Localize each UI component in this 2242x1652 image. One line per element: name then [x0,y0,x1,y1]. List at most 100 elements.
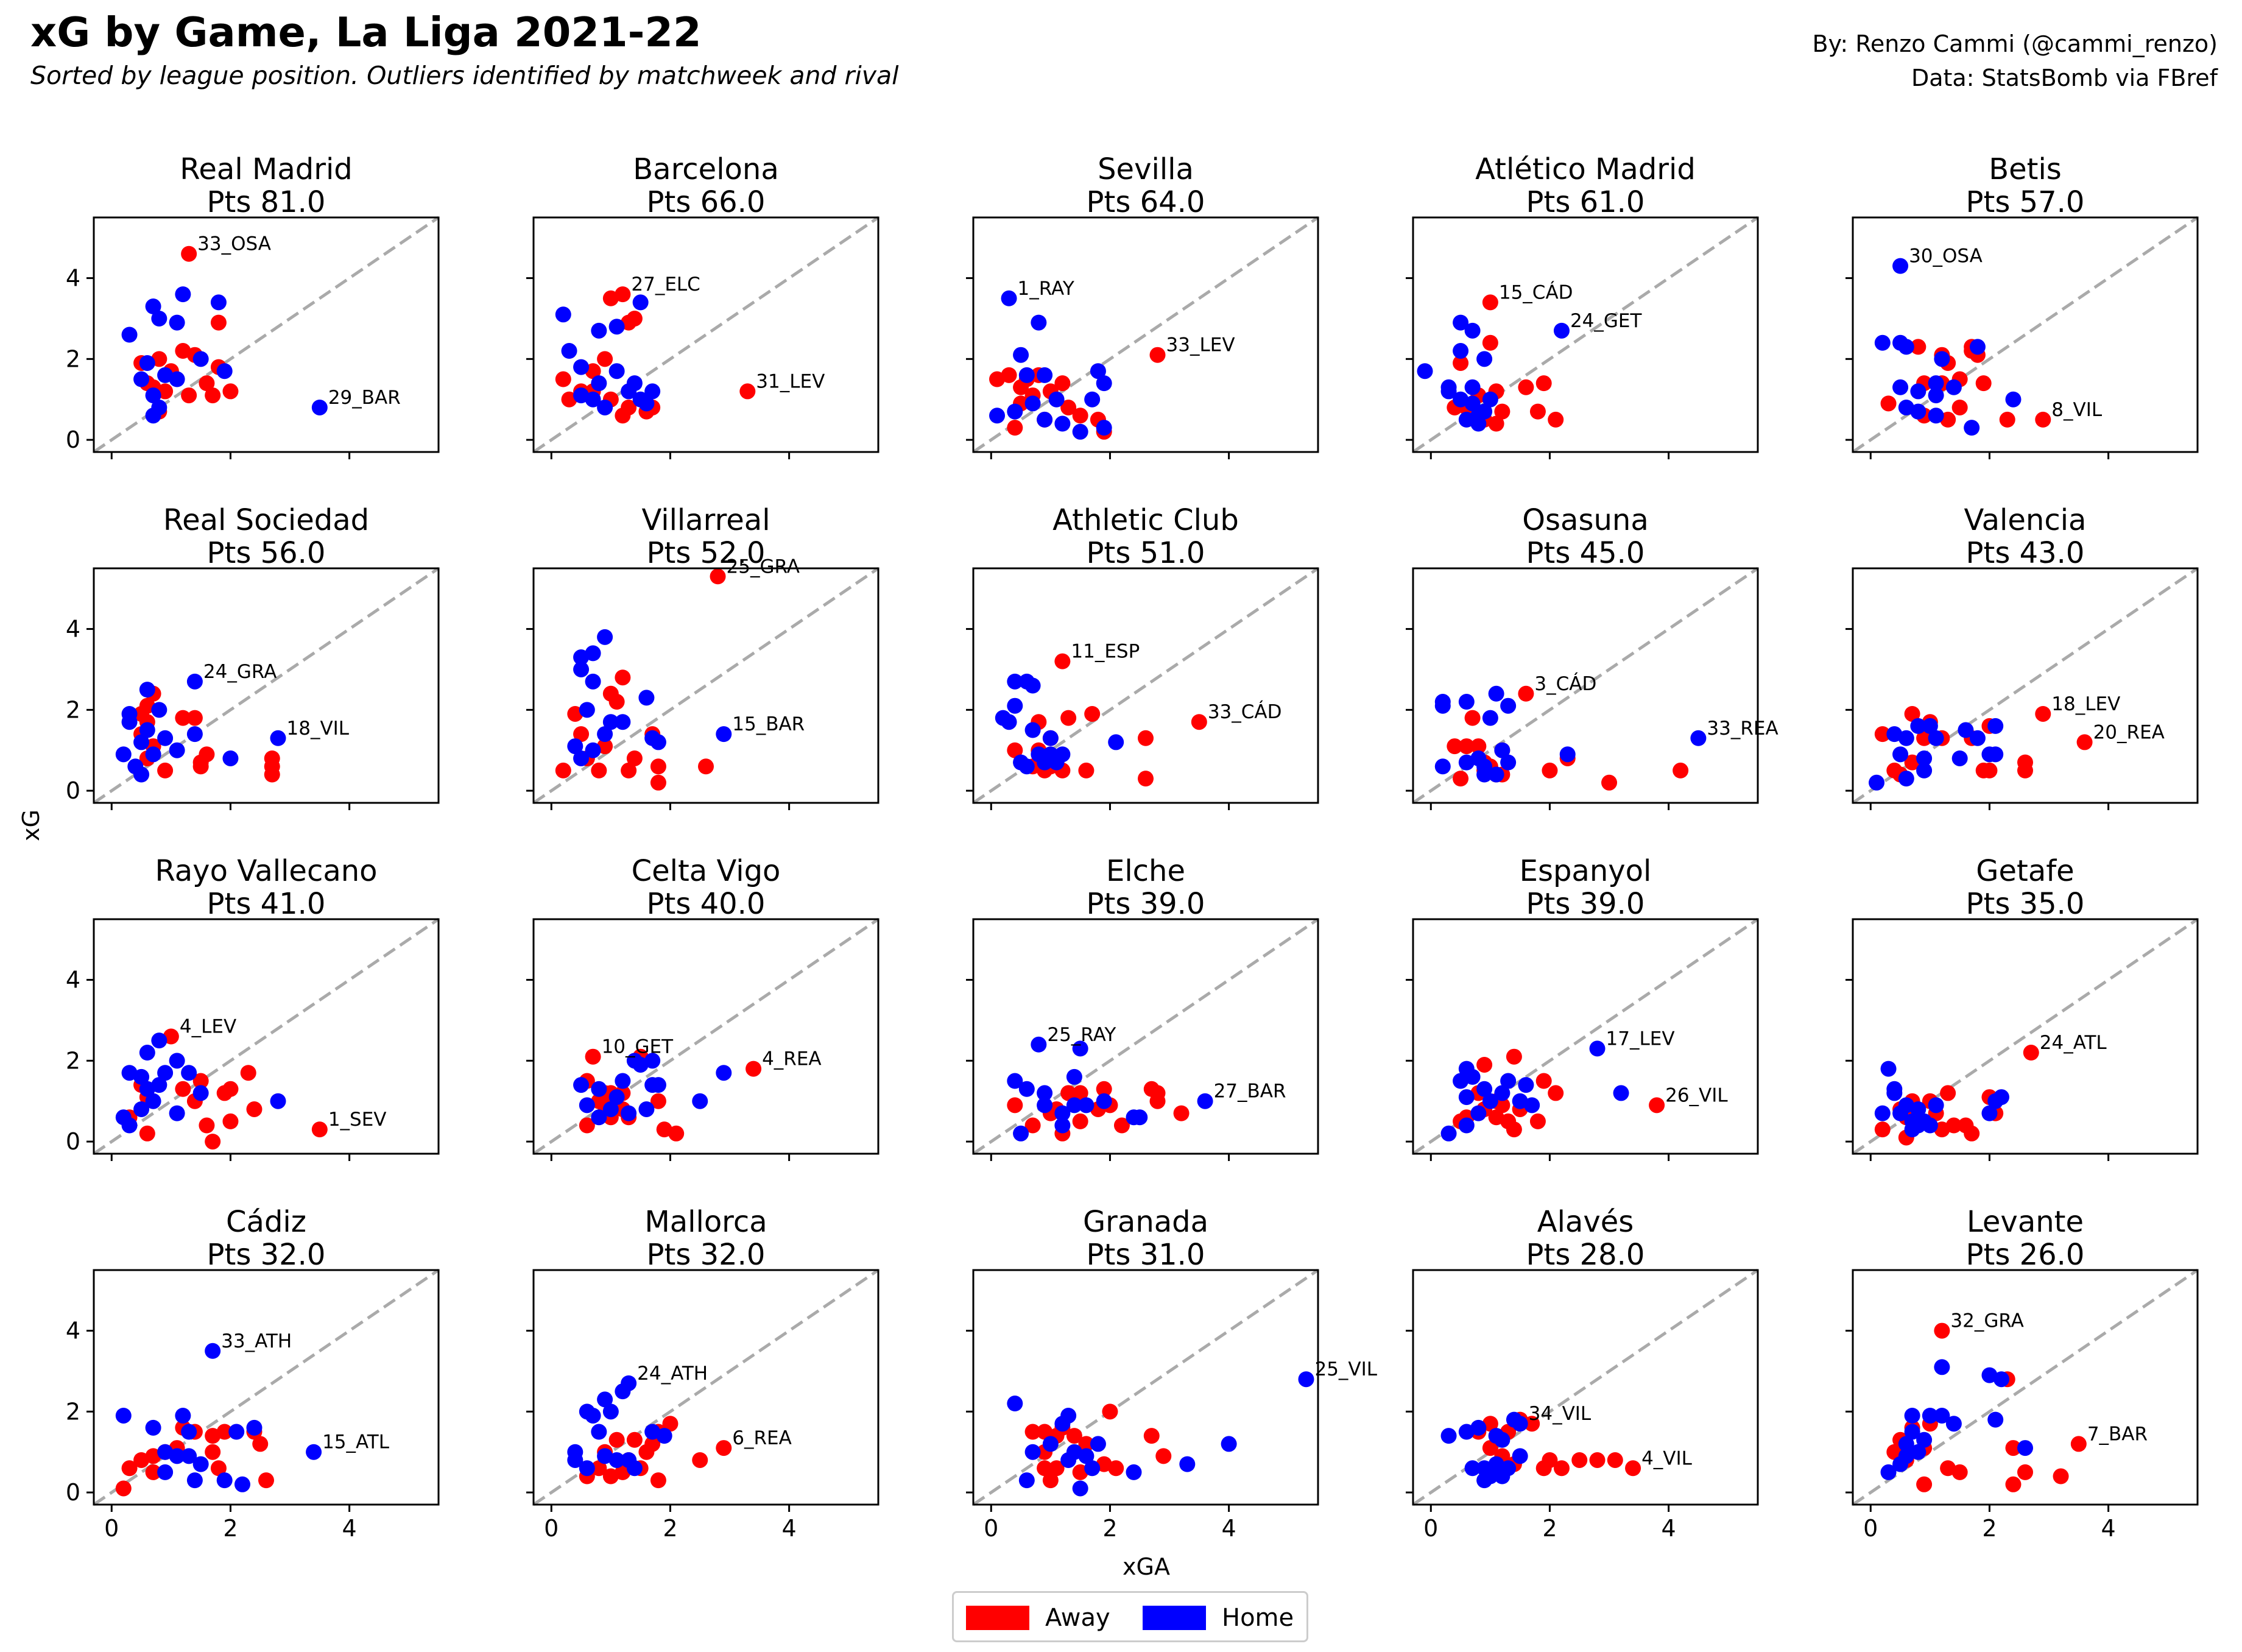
home-point [608,319,625,335]
home-point [602,1403,619,1420]
away-point [621,762,637,778]
home-point [1928,375,1944,392]
away-point [1072,1464,1088,1480]
panel-frame [972,567,1319,804]
home-point [608,1452,625,1468]
home-point [656,1428,672,1444]
home-point [567,738,583,755]
home-point [1934,351,1950,367]
panel-points: Pts 32.0 [647,1238,766,1272]
y-tick-label: 0 [66,1479,80,1506]
home-point [1987,1411,2004,1428]
outlier-label: 11_ESP [1071,641,1140,663]
outlier-label: 15_CÁD [1499,281,1573,303]
home-point [621,1105,637,1121]
away-point [175,710,191,726]
home-point [181,1424,197,1440]
home-point [573,661,590,677]
home-point [585,673,601,690]
home-point [1458,1089,1475,1106]
home-point [1945,379,1962,395]
home-point [1054,415,1071,432]
home-point [1518,1077,1534,1093]
home-point [1298,1371,1314,1388]
home-point [1934,1359,1950,1375]
home-point [1434,697,1451,714]
panel-points: Pts 31.0 [1087,1238,1205,1272]
chart-title: xG by Game, La Liga 2021-22 [30,9,702,56]
outlier-label: 25_RAY [1047,1024,1116,1046]
home-point [1464,1068,1481,1085]
home-point [1690,730,1707,746]
home-point [1458,1424,1475,1440]
panel-points: Pts 26.0 [1966,1238,2085,1272]
outlier-label: 29_BAR [328,387,401,409]
home-point [1001,290,1017,306]
away-point [1934,1121,1950,1138]
away-point [698,758,714,775]
panel-frame [532,1269,880,1506]
away-point [1934,1322,1950,1339]
home-point [608,1089,625,1106]
home-point [1874,1105,1891,1121]
y-axis-label: xG [18,810,44,841]
outlier-label: 20_REA [2093,721,2165,743]
outlier-label: 34_VIL [1529,1403,1592,1425]
home-point [591,1081,607,1097]
away-point [597,738,613,755]
away-point [181,245,197,262]
away-point [1945,1117,1962,1134]
away-point [199,746,215,763]
away-point [222,1113,239,1129]
data-source: Data: StatsBomb via FBref [1911,65,2218,91]
panel-frame [1412,567,1759,804]
panel-points: Pts 61.0 [1526,185,1645,219]
diagonal-line [972,1268,1319,1506]
away-point [585,363,601,379]
x-tick-label: 2 [223,1515,238,1542]
home-point [157,1444,174,1460]
home-point [145,746,161,763]
x-tick-label: 2 [1542,1515,1557,1542]
home-point [1892,746,1909,763]
away-point [252,1436,269,1452]
home-point [615,714,631,730]
home-point [1072,1480,1088,1497]
home-point [1898,1448,1914,1464]
away-point [1548,1085,1564,1101]
home-point [169,742,185,758]
panel-frame [1852,1269,2199,1506]
outlier-label: 25_GRA [727,556,800,577]
home-point [1018,1081,1035,1097]
home-point [1993,1089,2009,1106]
x-tick-label: 4 [1222,1515,1236,1542]
home-point [579,702,595,718]
outlier-label: 3_CÁD [1534,673,1596,695]
legend-label-away: Away [1045,1604,1110,1632]
away-point [1048,1460,1065,1477]
x-tick-label: 0 [544,1515,559,1542]
outlier-label: 18_VIL [287,718,350,740]
away-point [199,1117,215,1134]
home-point [573,649,590,666]
home-point [121,1065,138,1081]
outlier-label: 1_RAY [1018,278,1074,300]
home-point [1007,697,1023,714]
home-point [1096,1093,1112,1109]
home-point [1898,339,1914,355]
home-point [1482,1093,1498,1109]
home-point [1500,697,1517,714]
home-point [1464,395,1481,412]
home-point [1013,754,1029,771]
outlier-label: 31_LEV [756,370,825,392]
y-tick-label: 0 [66,777,80,804]
panel-frame [972,1269,1319,1506]
away-point [602,1468,619,1484]
home-point [1910,1444,1926,1460]
panel-team-name: Rayo Vallecano [155,854,377,888]
away-point [133,1452,150,1468]
home-point [175,1407,191,1424]
home-point [1108,734,1124,750]
home-point [1482,391,1498,408]
